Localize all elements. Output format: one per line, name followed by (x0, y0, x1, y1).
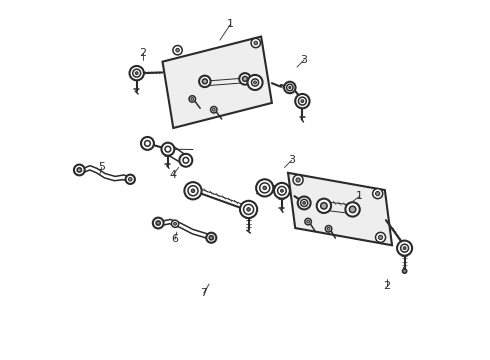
Circle shape (133, 69, 141, 77)
Circle shape (327, 227, 330, 230)
Circle shape (317, 199, 331, 213)
Circle shape (307, 220, 310, 223)
Circle shape (278, 186, 286, 195)
Circle shape (320, 203, 327, 209)
Circle shape (179, 154, 192, 167)
Circle shape (263, 186, 267, 190)
Circle shape (247, 75, 263, 90)
Circle shape (402, 269, 407, 273)
Circle shape (287, 84, 293, 91)
Circle shape (129, 66, 144, 80)
Circle shape (244, 204, 254, 215)
Circle shape (165, 146, 171, 152)
Circle shape (145, 140, 150, 146)
Circle shape (325, 226, 332, 232)
Text: 2: 2 (383, 281, 390, 291)
Circle shape (274, 183, 290, 199)
Circle shape (191, 189, 195, 193)
Circle shape (211, 107, 217, 113)
Circle shape (345, 202, 360, 217)
Circle shape (295, 94, 310, 108)
Circle shape (298, 197, 311, 210)
Circle shape (173, 222, 176, 225)
Circle shape (173, 45, 182, 55)
Circle shape (256, 179, 273, 197)
Circle shape (141, 137, 154, 150)
Circle shape (191, 98, 194, 100)
Circle shape (212, 108, 215, 111)
Circle shape (206, 233, 216, 243)
Circle shape (251, 39, 260, 48)
Circle shape (156, 221, 160, 225)
Circle shape (301, 100, 304, 103)
Circle shape (77, 168, 81, 172)
Circle shape (199, 76, 211, 87)
Circle shape (284, 82, 295, 93)
Circle shape (172, 220, 179, 227)
Polygon shape (163, 144, 191, 166)
Circle shape (247, 208, 250, 211)
Polygon shape (163, 37, 272, 128)
Circle shape (375, 192, 380, 196)
Circle shape (296, 178, 300, 182)
Circle shape (403, 247, 406, 249)
Circle shape (303, 202, 306, 204)
Text: 1: 1 (356, 191, 363, 201)
Circle shape (401, 244, 409, 252)
Circle shape (280, 189, 283, 192)
Circle shape (239, 73, 251, 85)
Circle shape (189, 96, 196, 102)
Circle shape (153, 218, 164, 228)
Circle shape (254, 81, 256, 84)
Circle shape (240, 201, 257, 218)
Circle shape (184, 182, 201, 199)
Circle shape (349, 206, 356, 213)
Circle shape (135, 72, 138, 75)
Circle shape (378, 235, 383, 239)
Circle shape (375, 232, 386, 242)
Text: 2: 2 (139, 48, 147, 58)
Circle shape (176, 48, 179, 52)
Polygon shape (288, 173, 392, 245)
Circle shape (183, 157, 189, 163)
Circle shape (293, 175, 303, 185)
Circle shape (300, 199, 308, 207)
Text: 3: 3 (288, 155, 295, 165)
Circle shape (298, 97, 306, 105)
Circle shape (128, 177, 132, 181)
Circle shape (243, 76, 247, 81)
Circle shape (254, 41, 258, 45)
Circle shape (188, 186, 198, 196)
Text: 5: 5 (98, 162, 105, 172)
Circle shape (202, 79, 207, 84)
Text: 1: 1 (227, 19, 234, 29)
Circle shape (74, 165, 85, 175)
Circle shape (289, 86, 291, 89)
Circle shape (125, 175, 135, 184)
Circle shape (397, 240, 412, 256)
Circle shape (305, 219, 311, 225)
Circle shape (373, 189, 383, 199)
Circle shape (209, 235, 214, 240)
Text: 3: 3 (301, 55, 308, 65)
Text: 4: 4 (170, 170, 177, 180)
Circle shape (260, 183, 270, 193)
Text: 7: 7 (200, 288, 207, 298)
Circle shape (251, 79, 259, 86)
Text: 6: 6 (172, 234, 178, 244)
Circle shape (161, 143, 174, 156)
